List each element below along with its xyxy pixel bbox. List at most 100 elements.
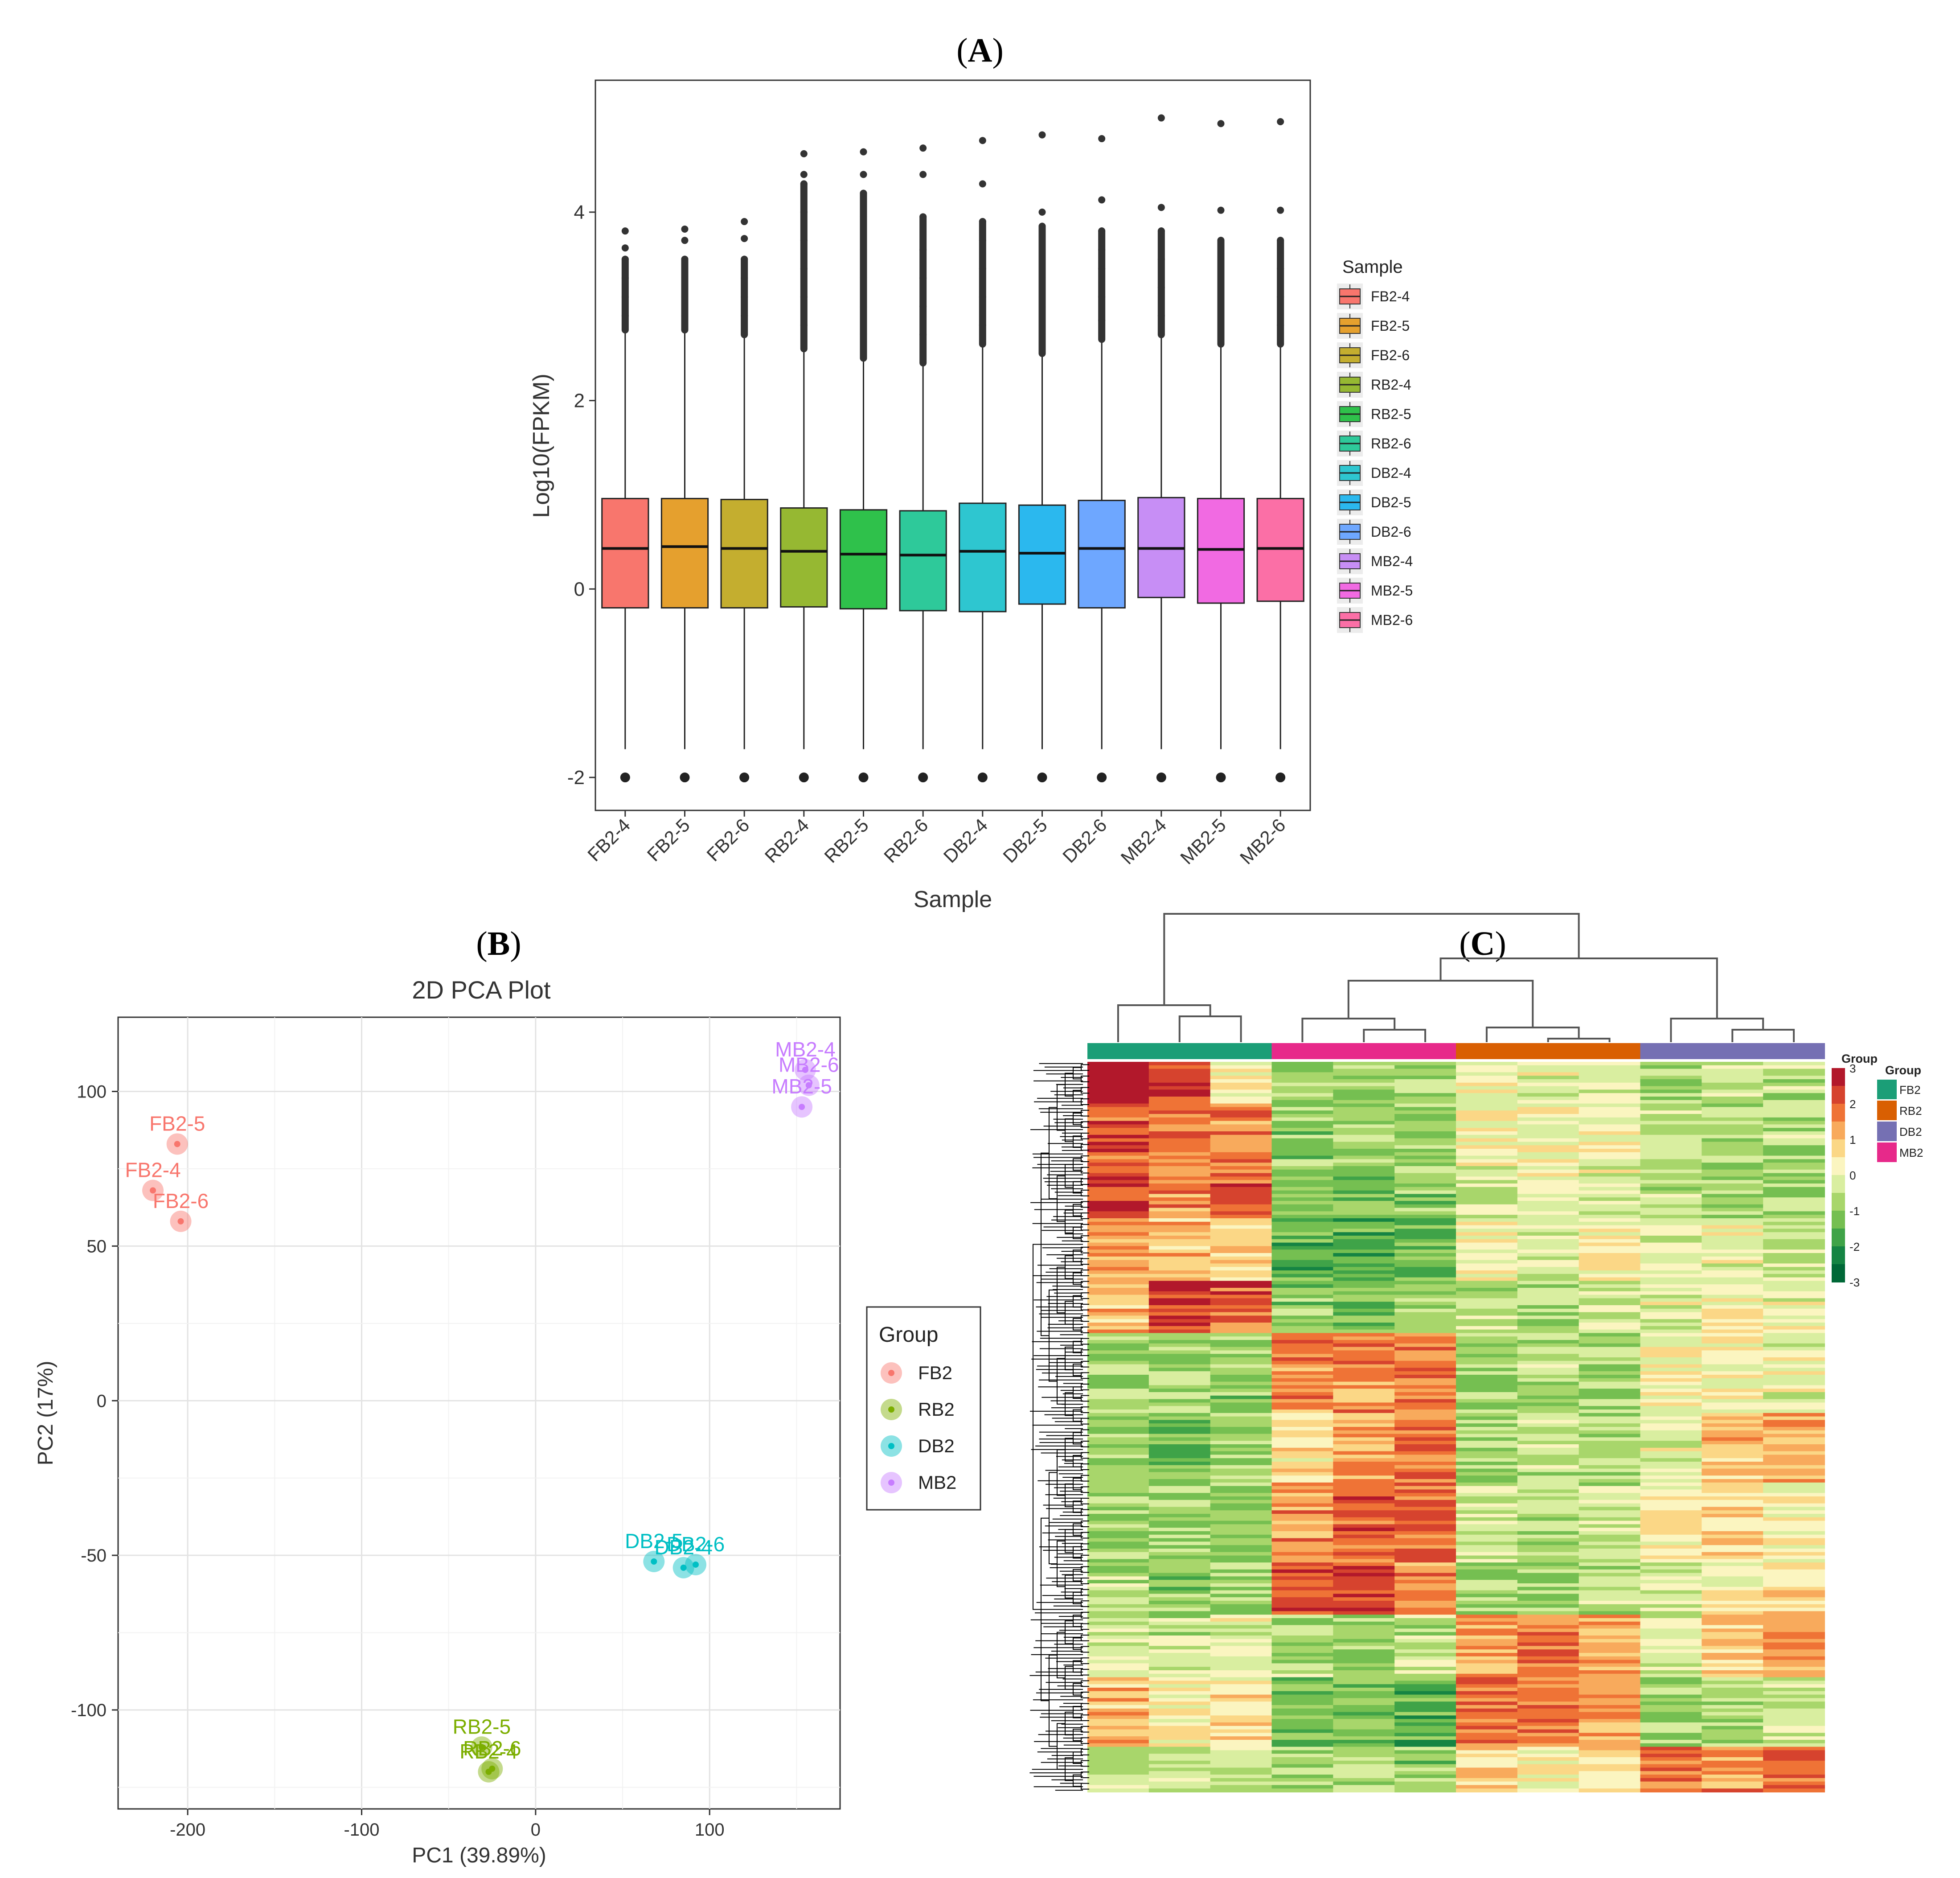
heatmap-cell (1210, 1562, 1272, 1566)
heatmap-cell (1087, 1256, 1149, 1261)
heatmap-cell (1702, 1399, 1764, 1403)
heatmap-cell (1087, 1566, 1149, 1570)
heatmap-cell (1517, 1062, 1579, 1066)
heatmap-cell (1579, 1656, 1641, 1660)
heatmap-cell (1087, 1507, 1149, 1511)
heatmap-cell (1456, 1360, 1518, 1365)
heatmap-cell (1640, 1677, 1702, 1681)
heatmap-cell (1333, 1110, 1395, 1114)
heatmap-cell (1456, 1294, 1518, 1299)
heatmap-cell (1517, 1684, 1579, 1688)
heatmap-cell (1517, 1538, 1579, 1542)
heatmap-cell (1763, 1319, 1825, 1323)
heatmap-cell (1517, 1642, 1579, 1647)
heatmap-cell (1148, 1472, 1211, 1476)
heatmap-cell (1210, 1343, 1272, 1348)
heatmap-cell (1579, 1566, 1641, 1570)
heatmap-cell (1148, 1576, 1211, 1581)
box-outlier (860, 246, 867, 254)
heatmap-cell (1271, 1270, 1334, 1274)
heatmap-cell (1517, 1656, 1579, 1660)
heatmap-cell (1148, 1618, 1211, 1622)
heatmap-cell (1210, 1288, 1272, 1292)
heatmap-cell (1517, 1082, 1579, 1087)
heatmap-cell (1271, 1308, 1334, 1313)
heatmap-cell (1394, 1597, 1456, 1601)
heatmap-cell (1210, 1479, 1272, 1483)
heatmap-cell (1333, 1155, 1395, 1160)
colorbar-segment (1832, 1264, 1845, 1282)
heatmap-cell (1640, 1434, 1702, 1438)
heatmap-cell (1210, 1580, 1272, 1584)
heatmap-cell (1640, 1357, 1702, 1361)
heatmap-cell (1456, 1305, 1518, 1309)
heatmap-cell (1517, 1590, 1579, 1594)
boxplot-legend-item: DB2-4 (1337, 460, 1411, 486)
heatmap-cell (1210, 1785, 1272, 1789)
heatmap-cell (1148, 1729, 1211, 1734)
heatmap-cell (1333, 1541, 1395, 1546)
box-outlier (1098, 293, 1106, 301)
heatmap-cell (1333, 1694, 1395, 1699)
heatmap-cell (1640, 1249, 1702, 1253)
pca-point-label: MB2-6 (779, 1053, 839, 1077)
row-dendrogram-link (1073, 1158, 1081, 1171)
heatmap-cell (1640, 1538, 1702, 1542)
heatmap-cell (1271, 1486, 1334, 1490)
heatmap-cell (1210, 1072, 1272, 1077)
heatmap-cell (1087, 1232, 1149, 1236)
heatmap-cell (1517, 1517, 1579, 1521)
pca-point (150, 1187, 156, 1194)
heatmap-cell (1333, 1701, 1395, 1705)
heatmap-cell (1640, 1166, 1702, 1170)
heatmap-cell (1456, 1267, 1518, 1271)
heatmap-cell (1456, 1472, 1518, 1476)
heatmap-cell (1517, 1729, 1579, 1734)
heatmap-cell (1456, 1399, 1518, 1403)
heatmap-cell (1394, 1514, 1456, 1518)
row-dendrogram-link (1081, 1189, 1089, 1196)
row-dendrogram-link (1081, 1783, 1089, 1790)
heatmap-cell (1763, 1639, 1825, 1643)
heatmap-cell (1210, 1423, 1272, 1427)
row-dendrogram-link (1081, 1646, 1089, 1653)
heatmap-cell (1333, 1246, 1395, 1250)
boxplot-y-tick-label: 0 (574, 578, 585, 600)
heatmap-cell (1579, 1698, 1641, 1702)
heatmap-cell (1394, 1097, 1456, 1101)
heatmap-cell (1579, 1715, 1641, 1720)
heatmap-cell (1087, 1555, 1149, 1560)
heatmap-cell (1517, 1455, 1579, 1459)
heatmap-cell (1517, 1569, 1579, 1574)
heatmap-cell (1087, 1719, 1149, 1723)
heatmap-cell (1702, 1468, 1764, 1473)
heatmap-cell (1087, 1131, 1149, 1135)
heatmap-cell (1579, 1754, 1641, 1758)
heatmap-cell (1394, 1670, 1456, 1674)
heatmap-cell (1271, 1746, 1334, 1751)
heatmap-cell (1271, 1364, 1334, 1368)
heatmap-cell (1763, 1291, 1825, 1295)
pca-point (478, 1744, 485, 1751)
heatmap-cell (1271, 1479, 1334, 1483)
heatmap-cell (1640, 1573, 1702, 1577)
heatmap-cell (1333, 1152, 1395, 1156)
heatmap-cell (1394, 1134, 1456, 1139)
boxplot-legend-label: MB2-5 (1371, 583, 1413, 599)
heatmap-cell (1640, 1124, 1702, 1129)
heatmap-cell (1394, 1323, 1456, 1327)
heatmap-cell (1517, 1291, 1579, 1295)
heatmap-cell (1087, 1416, 1149, 1421)
heatmap-cell (1087, 1308, 1149, 1313)
heatmap-cell (1394, 1507, 1456, 1511)
heatmap-cell (1148, 1566, 1211, 1570)
heatmap-cell (1640, 1385, 1702, 1389)
heatmap-cell (1210, 1514, 1272, 1518)
heatmap-cell (1702, 1427, 1764, 1431)
heatmap-cell (1148, 1176, 1211, 1181)
heatmap-cell (1702, 1256, 1764, 1261)
heatmap-cell (1394, 1194, 1456, 1198)
heatmap-cell (1579, 1298, 1641, 1303)
heatmap-cell (1087, 1072, 1149, 1077)
heatmap-group-swatch (1877, 1122, 1897, 1141)
